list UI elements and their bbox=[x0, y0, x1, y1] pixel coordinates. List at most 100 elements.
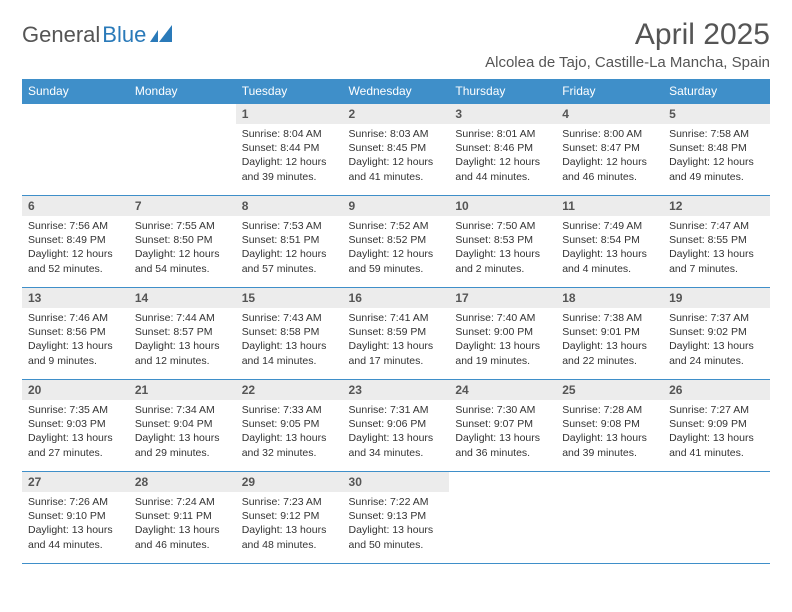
cell-body: Sunrise: 7:46 AMSunset: 8:56 PMDaylight:… bbox=[22, 308, 129, 371]
sunrise-line: Sunrise: 7:22 AM bbox=[349, 495, 444, 509]
sunrise-line: Sunrise: 7:35 AM bbox=[28, 403, 123, 417]
sunset-line: Sunset: 9:13 PM bbox=[349, 509, 444, 523]
calendar-cell: 29Sunrise: 7:23 AMSunset: 9:12 PMDayligh… bbox=[236, 472, 343, 564]
sunrise-line: Sunrise: 7:58 AM bbox=[669, 127, 764, 141]
calendar-cell: 1Sunrise: 8:04 AMSunset: 8:44 PMDaylight… bbox=[236, 104, 343, 196]
cell-body: Sunrise: 7:58 AMSunset: 8:48 PMDaylight:… bbox=[663, 124, 770, 187]
sunrise-line: Sunrise: 7:33 AM bbox=[242, 403, 337, 417]
location: Alcolea de Tajo, Castille-La Mancha, Spa… bbox=[485, 54, 770, 71]
day-number: 5 bbox=[663, 104, 770, 124]
day-number: 3 bbox=[449, 104, 556, 124]
logo-text-blue: Blue bbox=[102, 22, 146, 48]
daylight-line: Daylight: 12 hours and 49 minutes. bbox=[669, 155, 764, 183]
day-number: 7 bbox=[129, 196, 236, 216]
calendar-cell: 18Sunrise: 7:38 AMSunset: 9:01 PMDayligh… bbox=[556, 288, 663, 380]
day-number: 10 bbox=[449, 196, 556, 216]
daylight-line: Daylight: 13 hours and 9 minutes. bbox=[28, 339, 123, 367]
sunset-line: Sunset: 9:03 PM bbox=[28, 417, 123, 431]
daylight-line: Daylight: 13 hours and 4 minutes. bbox=[562, 247, 657, 275]
cell-body: Sunrise: 7:34 AMSunset: 9:04 PMDaylight:… bbox=[129, 400, 236, 463]
day-number: 16 bbox=[343, 288, 450, 308]
cell-body: Sunrise: 7:31 AMSunset: 9:06 PMDaylight:… bbox=[343, 400, 450, 463]
header: GeneralBlue April 2025 Alcolea de Tajo, … bbox=[22, 18, 770, 71]
sunrise-line: Sunrise: 7:26 AM bbox=[28, 495, 123, 509]
calendar-cell: 27Sunrise: 7:26 AMSunset: 9:10 PMDayligh… bbox=[22, 472, 129, 564]
sunrise-line: Sunrise: 8:04 AM bbox=[242, 127, 337, 141]
sunrise-line: Sunrise: 8:00 AM bbox=[562, 127, 657, 141]
cell-body: Sunrise: 7:41 AMSunset: 8:59 PMDaylight:… bbox=[343, 308, 450, 371]
logo-icon bbox=[150, 22, 176, 48]
sunset-line: Sunset: 9:04 PM bbox=[135, 417, 230, 431]
day-header: Tuesday bbox=[236, 79, 343, 104]
cell-body: Sunrise: 7:24 AMSunset: 9:11 PMDaylight:… bbox=[129, 492, 236, 555]
cell-body: Sunrise: 8:01 AMSunset: 8:46 PMDaylight:… bbox=[449, 124, 556, 187]
sunset-line: Sunset: 9:02 PM bbox=[669, 325, 764, 339]
calendar-cell: 25Sunrise: 7:28 AMSunset: 9:08 PMDayligh… bbox=[556, 380, 663, 472]
day-number: 27 bbox=[22, 472, 129, 492]
day-number: 1 bbox=[236, 104, 343, 124]
cell-body: Sunrise: 7:52 AMSunset: 8:52 PMDaylight:… bbox=[343, 216, 450, 279]
cell-body: Sunrise: 7:26 AMSunset: 9:10 PMDaylight:… bbox=[22, 492, 129, 555]
sunset-line: Sunset: 8:48 PM bbox=[669, 141, 764, 155]
daylight-line: Daylight: 13 hours and 29 minutes. bbox=[135, 431, 230, 459]
sunset-line: Sunset: 9:06 PM bbox=[349, 417, 444, 431]
day-number: 12 bbox=[663, 196, 770, 216]
calendar-cell: 30Sunrise: 7:22 AMSunset: 9:13 PMDayligh… bbox=[343, 472, 450, 564]
sunrise-line: Sunrise: 7:52 AM bbox=[349, 219, 444, 233]
sunset-line: Sunset: 9:08 PM bbox=[562, 417, 657, 431]
calendar-cell: 5Sunrise: 7:58 AMSunset: 8:48 PMDaylight… bbox=[663, 104, 770, 196]
sunrise-line: Sunrise: 7:38 AM bbox=[562, 311, 657, 325]
calendar-cell: 10Sunrise: 7:50 AMSunset: 8:53 PMDayligh… bbox=[449, 196, 556, 288]
cell-body: Sunrise: 7:49 AMSunset: 8:54 PMDaylight:… bbox=[556, 216, 663, 279]
daylight-line: Daylight: 12 hours and 46 minutes. bbox=[562, 155, 657, 183]
logo: GeneralBlue bbox=[22, 22, 176, 48]
day-number: 26 bbox=[663, 380, 770, 400]
calendar-cell: 28Sunrise: 7:24 AMSunset: 9:11 PMDayligh… bbox=[129, 472, 236, 564]
day-number: 13 bbox=[22, 288, 129, 308]
calendar-cell: 4Sunrise: 8:00 AMSunset: 8:47 PMDaylight… bbox=[556, 104, 663, 196]
sunset-line: Sunset: 8:51 PM bbox=[242, 233, 337, 247]
day-number: 4 bbox=[556, 104, 663, 124]
sunrise-line: Sunrise: 7:46 AM bbox=[28, 311, 123, 325]
cell-body: Sunrise: 8:04 AMSunset: 8:44 PMDaylight:… bbox=[236, 124, 343, 187]
cell-body: Sunrise: 7:44 AMSunset: 8:57 PMDaylight:… bbox=[129, 308, 236, 371]
cell-body: Sunrise: 7:22 AMSunset: 9:13 PMDaylight:… bbox=[343, 492, 450, 555]
cell-body: Sunrise: 7:55 AMSunset: 8:50 PMDaylight:… bbox=[129, 216, 236, 279]
title-block: April 2025 Alcolea de Tajo, Castille-La … bbox=[485, 18, 770, 71]
cell-body: Sunrise: 7:40 AMSunset: 9:00 PMDaylight:… bbox=[449, 308, 556, 371]
daylight-line: Daylight: 13 hours and 39 minutes. bbox=[562, 431, 657, 459]
day-number: 30 bbox=[343, 472, 450, 492]
day-header: Wednesday bbox=[343, 79, 450, 104]
sunrise-line: Sunrise: 7:23 AM bbox=[242, 495, 337, 509]
day-number: 17 bbox=[449, 288, 556, 308]
calendar-cell bbox=[22, 104, 129, 196]
calendar-cell: 17Sunrise: 7:40 AMSunset: 9:00 PMDayligh… bbox=[449, 288, 556, 380]
cell-body: Sunrise: 8:03 AMSunset: 8:45 PMDaylight:… bbox=[343, 124, 450, 187]
cell-body: Sunrise: 8:00 AMSunset: 8:47 PMDaylight:… bbox=[556, 124, 663, 187]
calendar-cell bbox=[663, 472, 770, 564]
cell-body: Sunrise: 7:27 AMSunset: 9:09 PMDaylight:… bbox=[663, 400, 770, 463]
day-number: 18 bbox=[556, 288, 663, 308]
sunset-line: Sunset: 9:07 PM bbox=[455, 417, 550, 431]
day-number: 15 bbox=[236, 288, 343, 308]
day-header-row: SundayMondayTuesdayWednesdayThursdayFrid… bbox=[22, 79, 770, 104]
daylight-line: Daylight: 12 hours and 59 minutes. bbox=[349, 247, 444, 275]
day-header: Sunday bbox=[22, 79, 129, 104]
day-number: 25 bbox=[556, 380, 663, 400]
cell-body: Sunrise: 7:35 AMSunset: 9:03 PMDaylight:… bbox=[22, 400, 129, 463]
logo-text-general: General bbox=[22, 22, 100, 48]
calendar-cell: 24Sunrise: 7:30 AMSunset: 9:07 PMDayligh… bbox=[449, 380, 556, 472]
calendar-week-row: 1Sunrise: 8:04 AMSunset: 8:44 PMDaylight… bbox=[22, 104, 770, 196]
sunset-line: Sunset: 8:54 PM bbox=[562, 233, 657, 247]
sunrise-line: Sunrise: 7:53 AM bbox=[242, 219, 337, 233]
day-number: 6 bbox=[22, 196, 129, 216]
sunrise-line: Sunrise: 7:43 AM bbox=[242, 311, 337, 325]
sunrise-line: Sunrise: 7:49 AM bbox=[562, 219, 657, 233]
calendar-week-row: 27Sunrise: 7:26 AMSunset: 9:10 PMDayligh… bbox=[22, 472, 770, 564]
calendar-cell bbox=[556, 472, 663, 564]
day-number: 29 bbox=[236, 472, 343, 492]
daylight-line: Daylight: 13 hours and 12 minutes. bbox=[135, 339, 230, 367]
calendar-cell: 13Sunrise: 7:46 AMSunset: 8:56 PMDayligh… bbox=[22, 288, 129, 380]
calendar-cell bbox=[129, 104, 236, 196]
sunrise-line: Sunrise: 7:50 AM bbox=[455, 219, 550, 233]
